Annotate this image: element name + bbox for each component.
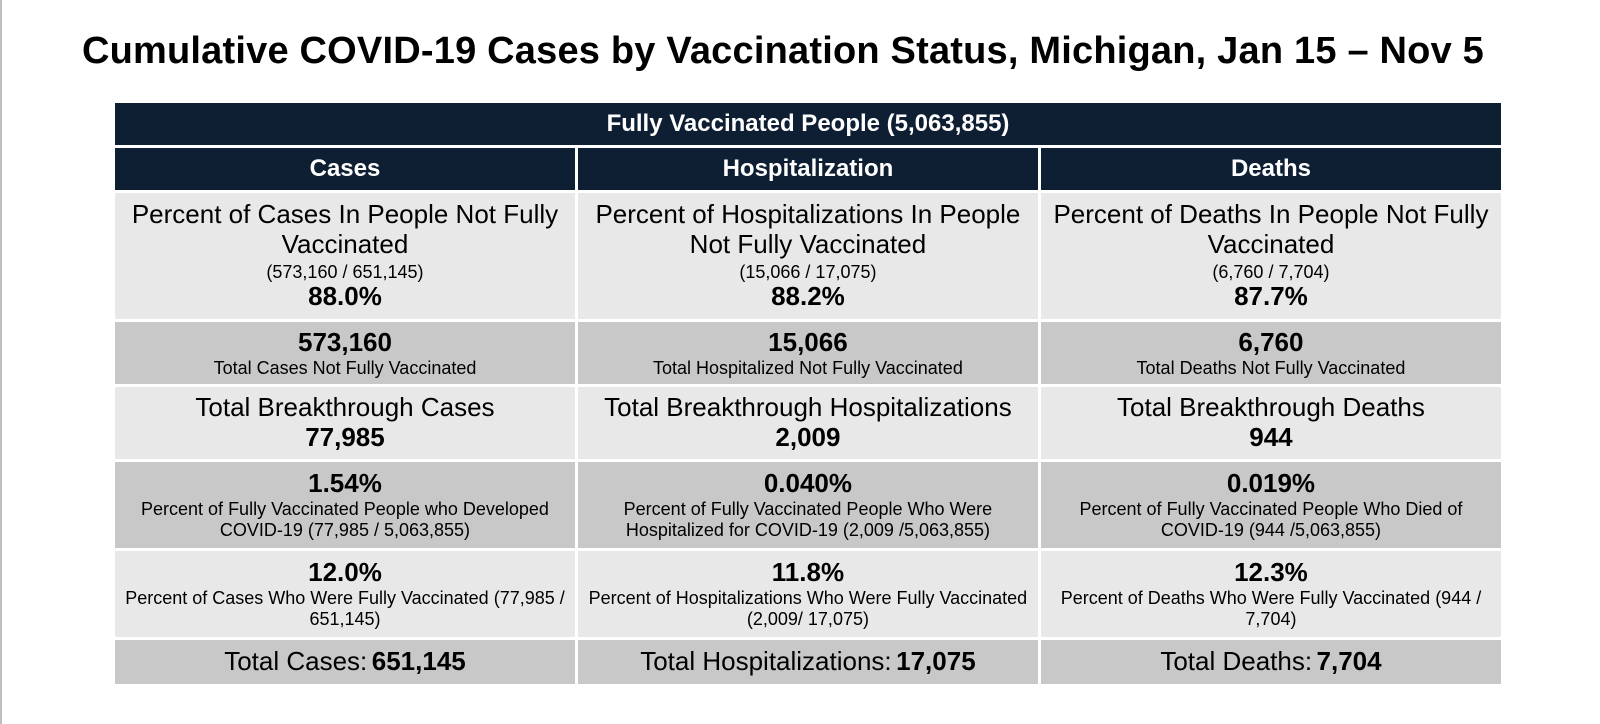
cell-label: Percent of Deaths In People Not Fully Va…: [1053, 198, 1489, 259]
cases-breakthrough-cell: Total Breakthrough Cases 77,985: [112, 384, 578, 462]
deaths-not-vax-pct-cell: Percent of Deaths In People Not Fully Va…: [1037, 190, 1505, 322]
cases-not-vax-total-cell: 573,160 Total Cases Not Fully Vaccinated: [112, 319, 578, 387]
cell-value: 2,009: [775, 422, 841, 452]
percent-of-vaccinated-row: 1.54% Percent of Fully Vaccinated People…: [112, 459, 1505, 551]
breakthrough-total-row: Total Breakthrough Cases 77,985 Total Br…: [112, 384, 1505, 462]
cell-label: Percent of Fully Vaccinated People Who W…: [623, 499, 993, 540]
banner-row: Fully Vaccinated People (5,063,855): [112, 100, 1504, 148]
column-header-hospitalization: Hospitalization: [574, 145, 1041, 193]
total-label: Total Deaths:: [1160, 646, 1313, 677]
cell-label: Percent of Fully Vaccinated People Who D…: [1079, 499, 1463, 540]
cases-total-cell: Total Cases: 651,145: [112, 637, 578, 687]
cell-value: 12.0%: [308, 557, 382, 588]
deaths-total-cell: Total Deaths: 7,704: [1037, 637, 1505, 687]
cell-value: 15,066: [768, 326, 848, 357]
cell-fraction: (15,066 / 17,075): [739, 261, 877, 282]
total-value: 651,145: [371, 646, 466, 677]
cell-label: Total Cases Not Fully Vaccinated: [213, 357, 477, 378]
total-value: 7,704: [1316, 646, 1382, 677]
not-vaccinated-total-row: 573,160 Total Cases Not Fully Vaccinated…: [112, 319, 1505, 387]
percent-fully-vaccinated-row: 12.0% Percent of Cases Who Were Fully Va…: [112, 548, 1505, 640]
cell-value: 11.8%: [771, 557, 845, 588]
fully-vaccinated-banner: Fully Vaccinated People (5,063,855): [112, 100, 1504, 148]
cell-label: Percent of Deaths Who Were Fully Vaccina…: [1060, 588, 1482, 629]
totals-row: Total Cases: 651,145 Total Hospitalizati…: [112, 637, 1505, 687]
hosp-breakthrough-cell: Total Breakthrough Hospitalizations 2,00…: [574, 384, 1041, 462]
cell-value: 1.54%: [308, 468, 382, 499]
deaths-not-vax-total-cell: 6,760 Total Deaths Not Fully Vaccinated: [1037, 319, 1505, 387]
cell-label: Percent of Cases Who Were Fully Vaccinat…: [125, 588, 565, 629]
column-header-row: Cases Hospitalization Deaths: [112, 145, 1505, 193]
left-edge-rule: [0, 0, 2, 724]
hosp-pct-of-vax-cell: 0.040% Percent of Fully Vaccinated Peopl…: [574, 459, 1041, 551]
deaths-pct-of-vax-cell: 0.019% Percent of Fully Vaccinated Peopl…: [1037, 459, 1505, 551]
cell-value: 77,985: [305, 422, 385, 452]
cell-value: 12.3%: [1234, 557, 1308, 588]
deaths-breakthrough-cell: Total Breakthrough Deaths 944: [1037, 384, 1505, 462]
cell-value: 944: [1249, 422, 1293, 452]
cell-label: Total Breakthrough Cases: [195, 392, 495, 423]
deaths-pct-vax-cell: 12.3% Percent of Deaths Who Were Fully V…: [1037, 548, 1505, 640]
cell-label: Percent of Cases In People Not Fully Vac…: [131, 198, 559, 259]
total-value: 17,075: [896, 646, 976, 677]
cell-label: Percent of Hospitalizations In People No…: [595, 198, 1021, 259]
not-vaccinated-percent-row: Percent of Cases In People Not Fully Vac…: [112, 190, 1505, 322]
cell-value: 573,160: [297, 326, 392, 357]
cell-fraction: (573,160 / 651,145): [266, 261, 424, 282]
total-label: Total Hospitalizations:: [640, 646, 892, 677]
hosp-not-vax-pct-cell: Percent of Hospitalizations In People No…: [574, 190, 1041, 322]
cell-value: 87.7%: [1234, 281, 1308, 312]
vaccination-status-table: Fully Vaccinated People (5,063,855) Case…: [112, 100, 1505, 687]
cases-pct-of-vax-cell: 1.54% Percent of Fully Vaccinated People…: [112, 459, 578, 551]
hosp-pct-vax-cell: 11.8% Percent of Hospitalizations Who We…: [574, 548, 1041, 640]
cell-value: 88.0%: [308, 281, 382, 312]
cell-value: 0.040%: [763, 468, 853, 499]
cell-label: Total Breakthrough Hospitalizations: [604, 392, 1012, 423]
cell-value: 6,760: [1238, 326, 1304, 357]
cell-fraction: (6,760 / 7,704): [1212, 261, 1330, 282]
column-header-deaths: Deaths: [1037, 145, 1505, 193]
cell-label: Percent of Hospitalizations Who Were Ful…: [588, 588, 1028, 629]
column-header-cases: Cases: [112, 145, 578, 193]
cell-value: 88.2%: [771, 281, 845, 312]
cell-label: Total Deaths Not Fully Vaccinated: [1136, 357, 1406, 378]
cases-pct-vax-cell: 12.0% Percent of Cases Who Were Fully Va…: [112, 548, 578, 640]
cell-value: 0.019%: [1226, 468, 1316, 499]
cell-label: Percent of Fully Vaccinated People who D…: [141, 499, 549, 540]
total-label: Total Cases:: [224, 646, 368, 677]
cell-label: Total Hospitalized Not Fully Vaccinated: [653, 357, 963, 378]
page-title: Cumulative COVID-19 Cases by Vaccination…: [81, 30, 1485, 72]
hosp-total-cell: Total Hospitalizations: 17,075: [574, 637, 1041, 687]
cell-label: Total Breakthrough Deaths: [1117, 392, 1425, 423]
cases-not-vax-pct-cell: Percent of Cases In People Not Fully Vac…: [112, 190, 578, 322]
hosp-not-vax-total-cell: 15,066 Total Hospitalized Not Fully Vacc…: [574, 319, 1041, 387]
